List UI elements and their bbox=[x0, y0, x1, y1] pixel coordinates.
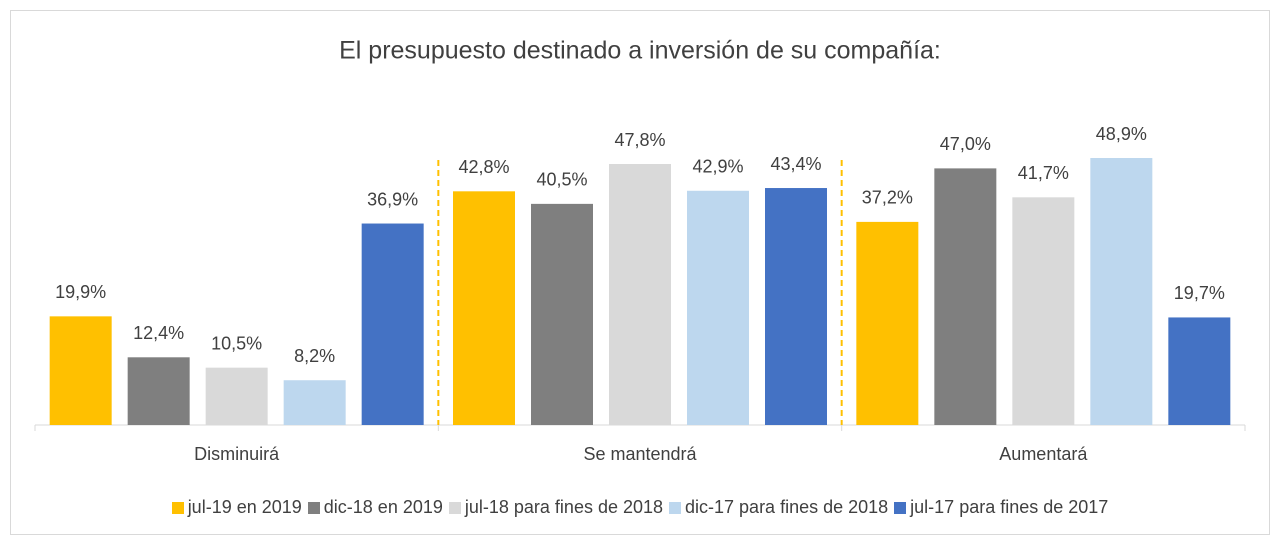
legend-label: jul-17 para fines de 2017 bbox=[910, 497, 1109, 517]
legend-item: dic-17 para fines de 2018 bbox=[669, 497, 888, 518]
legend-swatch bbox=[307, 501, 320, 514]
legend-item: jul-19 en 2019 bbox=[171, 497, 302, 518]
bar bbox=[531, 203, 593, 425]
legend-swatch bbox=[448, 501, 461, 514]
value-label: 42,9% bbox=[692, 157, 743, 177]
value-label: 42,8% bbox=[458, 157, 509, 177]
bar bbox=[453, 191, 515, 425]
chart-title: El presupuesto destinado a inversión de … bbox=[339, 37, 941, 65]
bar bbox=[1168, 317, 1231, 425]
value-label: 47,8% bbox=[614, 130, 665, 150]
legend-label: dic-17 para fines de 2018 bbox=[685, 497, 889, 517]
legend-swatch bbox=[669, 501, 682, 514]
legend-item: jul-18 para fines de 2018 bbox=[448, 497, 664, 518]
value-label: 37,2% bbox=[862, 188, 913, 208]
value-label: 47,0% bbox=[940, 134, 991, 154]
x-tick-label: Aumentará bbox=[999, 444, 1088, 464]
value-label: 43,4% bbox=[770, 154, 821, 174]
bar bbox=[1012, 197, 1075, 425]
legend-swatch bbox=[894, 501, 907, 514]
bar bbox=[205, 367, 268, 425]
legend-label: jul-19 en 2019 bbox=[187, 497, 302, 517]
bar bbox=[856, 221, 919, 425]
bar bbox=[49, 316, 112, 425]
legend-label: dic-18 en 2019 bbox=[323, 497, 443, 517]
value-label: 40,5% bbox=[536, 170, 587, 190]
bar bbox=[934, 168, 997, 425]
legend-label: jul-18 para fines de 2018 bbox=[464, 497, 664, 517]
bar bbox=[127, 357, 190, 425]
bar bbox=[609, 164, 671, 425]
value-label: 41,7% bbox=[1018, 163, 1069, 183]
legend-item: dic-18 en 2019 bbox=[307, 497, 443, 518]
legend-item: jul-17 para fines de 2017 bbox=[894, 497, 1108, 518]
bar bbox=[283, 380, 346, 425]
x-tick-label: Se mantendrá bbox=[583, 444, 697, 464]
bar bbox=[687, 190, 749, 425]
value-label: 10,5% bbox=[211, 333, 262, 353]
bar bbox=[1090, 158, 1153, 426]
bar bbox=[765, 188, 827, 425]
value-label: 48,9% bbox=[1096, 124, 1147, 144]
value-label: 19,7% bbox=[1174, 283, 1225, 303]
value-label: 12,4% bbox=[133, 323, 184, 343]
value-label: 19,9% bbox=[55, 282, 106, 302]
value-label: 36,9% bbox=[367, 189, 418, 209]
legend-swatch bbox=[171, 501, 184, 514]
value-label: 8,2% bbox=[294, 346, 335, 366]
x-tick-label: Disminuirá bbox=[194, 444, 280, 464]
legend: jul-19 en 2019 dic-18 en 2019 jul-18 para … bbox=[0, 497, 1280, 518]
bar bbox=[361, 223, 424, 425]
